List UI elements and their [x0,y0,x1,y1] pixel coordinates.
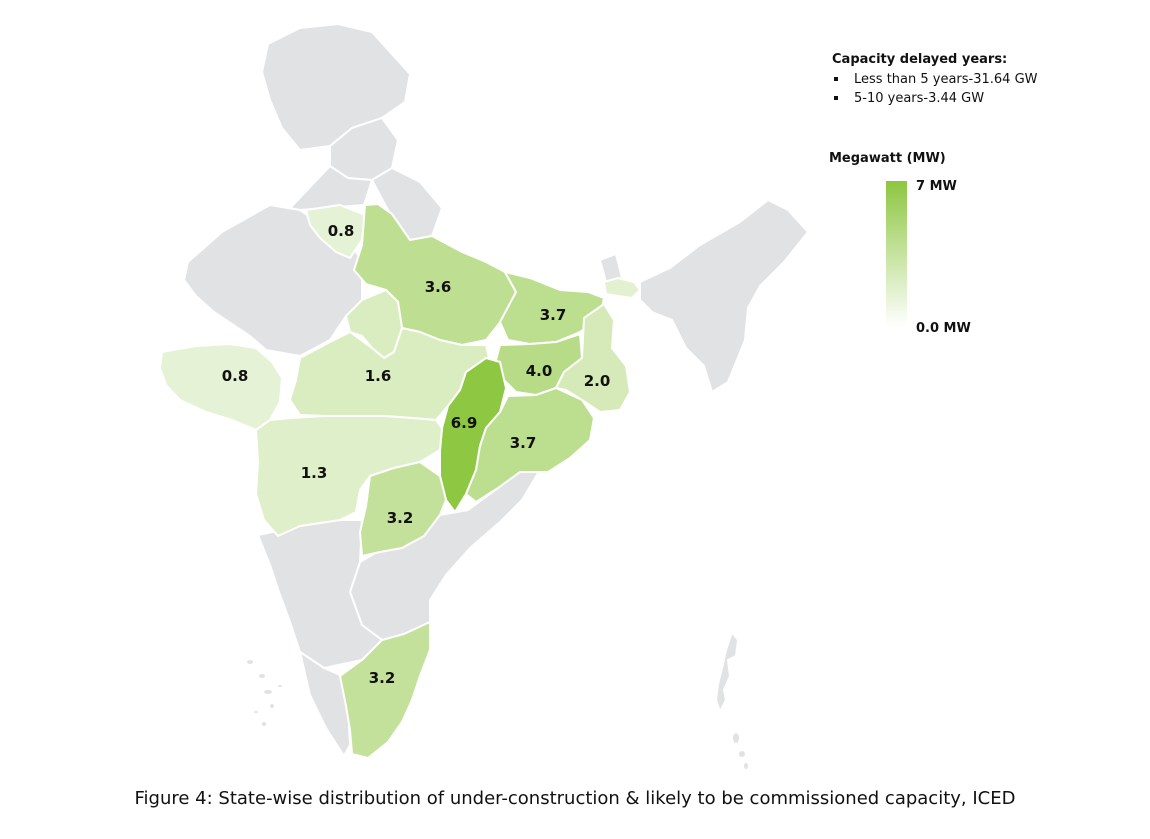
scale-legend-max-label: 7 MW [916,179,957,194]
region-kerala [299,651,351,757]
lakshadweep-island [262,688,274,696]
nicobar-island [737,749,747,759]
state-bihar [499,271,605,345]
value-label-jharkhand: 4.0 [526,362,553,380]
lakshadweep-island [276,683,284,689]
figure-caption: Figure 4: State-wise distribution of und… [134,788,1016,809]
delay-legend-item: Less than 5 years-31.64 GW [832,70,1092,89]
value-label-odisha: 3.7 [510,434,537,452]
state-regions [159,203,641,759]
state-west-bengal-north [603,277,641,299]
no-data-regions [183,23,809,757]
value-label-chhattisgarh: 6.9 [451,414,478,432]
lakshadweep-island [260,720,268,728]
state-odisha [465,387,595,503]
nicobar-island [742,761,750,771]
nicobar-island [731,731,741,745]
region-rajasthan [183,204,363,357]
state-gujarat [159,343,283,431]
value-label-bihar: 3.7 [540,306,567,324]
delay-legend-item-text: Less than 5 years-31.64 GW [854,72,1038,87]
state-value-labels: 0.8 3.6 3.7 4.0 2.0 0.8 1.6 6.9 3.7 1.3 … [222,222,611,687]
state-telangana [359,461,447,557]
value-label-maharashtra: 1.3 [301,464,328,482]
scale-legend-gradient-bar [886,181,907,327]
lakshadweep-island [245,658,255,666]
state-tamil-nadu [339,621,431,759]
delay-legend-item: 5-10 years-3.44 GW [832,89,1092,108]
delay-legend-item-text: 5-10 years-3.44 GW [854,91,985,106]
value-label-telangana: 3.2 [387,509,414,527]
region-northeast [639,199,809,393]
delay-legend-list: Less than 5 years-31.64 GW 5-10 years-3.… [832,70,1092,108]
bullet-icon [834,96,838,100]
bullet-icon [834,77,838,81]
value-label-madhya-pradesh: 1.6 [365,367,392,385]
value-label-punjab-haryana: 0.8 [328,222,355,240]
delay-legend: Capacity delayed years: Less than 5 year… [832,52,1092,108]
delay-legend-title: Capacity delayed years: [832,52,1008,67]
lakshadweep-island [268,702,276,710]
scale-legend-min-label: 0.0 MW [916,321,971,336]
islands [245,631,750,771]
india-map: 0.8 3.6 3.7 4.0 2.0 0.8 1.6 6.9 3.7 1.3 … [159,23,809,771]
value-label-gujarat: 0.8 [222,367,249,385]
state-punjab-haryana [305,204,366,259]
andaman-islands [715,631,739,713]
scale-legend-title: Megawatt (MW) [829,151,946,166]
lakshadweep-island [257,672,267,680]
state-west-bengal [555,303,631,413]
state-uttar-pradesh [353,203,517,346]
lakshadweep-island [252,709,260,715]
value-label-west-bengal: 2.0 [584,372,611,390]
value-label-tamil-nadu: 3.2 [369,669,396,687]
value-label-uttar-pradesh: 3.6 [425,278,452,296]
